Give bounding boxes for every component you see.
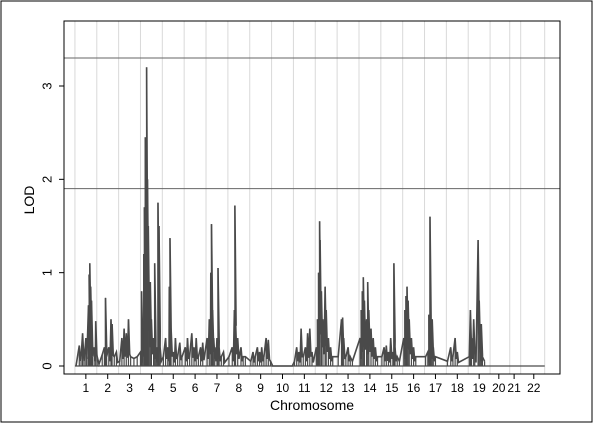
y-tick-label: 3 (39, 82, 54, 89)
x-tick-label: 16 (407, 381, 421, 395)
x-tick-label: 5 (170, 381, 177, 395)
x-tick-label: 19 (472, 381, 486, 395)
y-axis: 0 1 2 3 (39, 82, 64, 370)
x-tick-label: 15 (385, 381, 399, 395)
x-axis-label: Chromosome (270, 397, 354, 413)
x-tick-label: 21 (507, 381, 521, 395)
x-tick-label: 18 (451, 381, 465, 395)
x-tick-label: 17 (429, 381, 443, 395)
x-tick-label: 11 (298, 381, 311, 395)
x-tick-label: 20 (492, 381, 506, 395)
x-tick-label: 4 (148, 381, 155, 395)
grid-layer (74, 21, 546, 374)
x-tick-label: 14 (363, 381, 377, 395)
x-tick-label: 22 (527, 381, 541, 395)
x-tick-label: 9 (257, 381, 264, 395)
x-tick-label: 10 (276, 381, 290, 395)
y-tick-label: 0 (39, 362, 54, 369)
y-tick-label: 1 (39, 269, 54, 276)
x-tick-label: 6 (192, 381, 199, 395)
x-axis: 1 2 3 4 5 6 7 8 9 10 11 12 13 14 15 16 17 18 19 20 21 22 (83, 374, 541, 395)
series-layer (74, 67, 545, 367)
x-tick-label: 7 (214, 381, 221, 395)
x-tick-label: 3 (126, 381, 133, 395)
x-tick-label: 2 (104, 381, 111, 395)
x-tick-label: 12 (320, 381, 334, 395)
y-tick-label: 2 (39, 176, 54, 183)
x-tick-label: 8 (235, 381, 242, 395)
y-axis-label: LOD (21, 186, 37, 215)
plot-area-border (63, 20, 561, 375)
x-tick-label: 1 (83, 381, 90, 395)
x-tick-label: 13 (341, 381, 355, 395)
